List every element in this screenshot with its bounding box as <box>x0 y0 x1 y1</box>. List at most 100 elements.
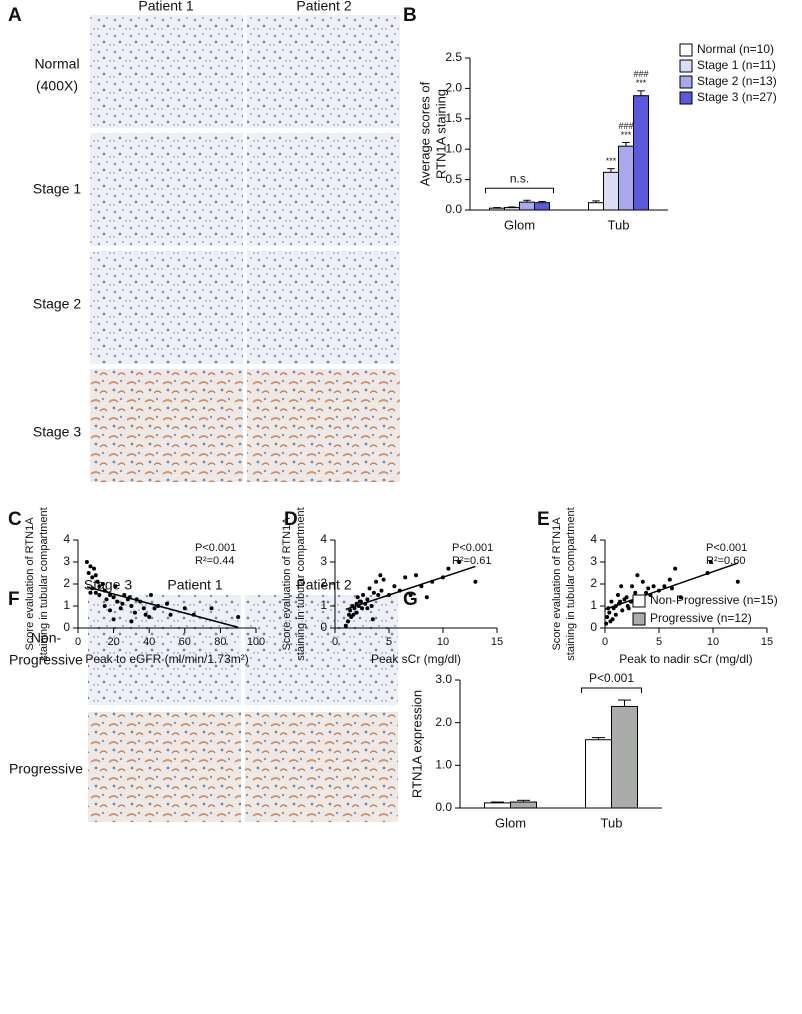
histology-image <box>88 595 241 705</box>
y-tick-label: 3 <box>590 554 597 568</box>
bar <box>489 207 505 211</box>
legend-label: Normal (n=10) <box>697 42 774 56</box>
row-label: Progressive <box>9 761 83 777</box>
column-header: Stage 3 <box>84 577 132 593</box>
row-label: (400X) <box>36 78 78 94</box>
point <box>104 597 109 602</box>
point <box>357 599 362 604</box>
x-tick-label: 10 <box>707 636 719 648</box>
point <box>360 606 364 611</box>
point <box>88 564 93 569</box>
histology-image <box>90 369 243 482</box>
legend-label: Stage 2 (n=13) <box>697 74 777 88</box>
histology-image <box>247 15 400 128</box>
panel-letter: C <box>8 509 22 530</box>
y-axis-label: staining in tubular compartment <box>565 507 577 660</box>
fit-line <box>345 565 476 611</box>
x-tick-label: Glom <box>495 815 526 830</box>
point <box>236 615 241 619</box>
significance-label: ### <box>633 69 648 79</box>
y-tick-label: 1.0 <box>435 758 452 772</box>
column-header: Patient 2 <box>296 577 351 593</box>
point <box>381 577 386 582</box>
point <box>361 593 366 597</box>
point <box>473 579 478 584</box>
histology-image <box>90 133 243 246</box>
point <box>403 575 408 580</box>
x-tick-label: 5 <box>656 636 662 648</box>
stat-label: R²=0.44 <box>195 555 234 567</box>
y-axis-label: Average scores of <box>417 81 432 186</box>
x-tick-label: 15 <box>491 636 503 648</box>
point <box>355 595 360 600</box>
row-label: Stage 3 <box>33 424 81 440</box>
point <box>88 590 93 595</box>
point <box>141 606 146 611</box>
y-tick-label: 0.5 <box>445 172 462 186</box>
legend-label: Stage 1 (n=11) <box>697 58 776 72</box>
point <box>607 610 612 615</box>
point <box>708 560 713 564</box>
point <box>86 571 91 575</box>
legend-swatch <box>679 43 693 57</box>
point <box>343 623 348 628</box>
legend-label: Non-Progressive (n=15) <box>650 593 778 607</box>
x-tick-label: 80 <box>214 636 226 648</box>
legend-label: Progressive (n=12) <box>650 611 752 625</box>
point <box>84 560 89 564</box>
histology-image <box>247 369 400 482</box>
x-tick-label: 5 <box>386 636 392 648</box>
panel-letter: B <box>403 5 417 26</box>
y-tick-label: 0.0 <box>445 202 462 216</box>
point <box>662 584 667 589</box>
y-tick-label: 4 <box>320 532 327 546</box>
significance-label: *** <box>606 156 617 166</box>
y-tick-label: 3.0 <box>435 672 452 686</box>
panel-letter: A <box>8 5 22 26</box>
annotation: n.s. <box>510 171 529 185</box>
bracket <box>581 687 642 694</box>
bar <box>484 802 511 809</box>
stat-label: R²=0.61 <box>452 555 491 567</box>
point <box>457 560 462 564</box>
point <box>371 590 376 595</box>
y-axis-label: Score evaluation of RTN1A <box>24 517 36 651</box>
x-axis-label: Peak sCr (mg/dl) <box>371 652 461 666</box>
point <box>424 595 429 600</box>
point <box>108 608 113 613</box>
legend-swatch <box>632 612 646 626</box>
point <box>414 573 418 578</box>
y-tick-label: 2 <box>590 576 597 590</box>
y-tick-label: 2.5 <box>445 50 462 64</box>
point <box>365 606 370 611</box>
histology-image <box>90 251 243 364</box>
column-header: Patient 1 <box>138 0 193 14</box>
bar <box>618 145 634 211</box>
legend-label: Stage 3 (n=27) <box>697 90 777 104</box>
point <box>111 595 116 600</box>
point <box>369 604 374 608</box>
bar <box>633 95 649 211</box>
point <box>376 593 381 597</box>
y-tick-label: 1 <box>63 598 70 612</box>
point <box>678 595 683 600</box>
column-header: Patient 2 <box>296 0 351 14</box>
point <box>148 593 153 597</box>
y-tick-label: 2.0 <box>445 81 462 95</box>
point <box>630 584 634 589</box>
point <box>673 566 678 571</box>
x-tick-label: 0 <box>332 636 338 648</box>
point <box>348 608 353 613</box>
point <box>644 590 649 595</box>
point <box>735 579 740 584</box>
bar <box>585 739 612 809</box>
point <box>615 593 620 597</box>
point <box>613 612 618 617</box>
legend-swatch <box>679 91 693 105</box>
stat-label: P<0.001 <box>452 542 493 554</box>
point <box>120 601 125 606</box>
x-axis-label: Peak to eGFR (ml/min/1.73m²) <box>85 652 248 666</box>
legend-swatch <box>679 59 693 73</box>
